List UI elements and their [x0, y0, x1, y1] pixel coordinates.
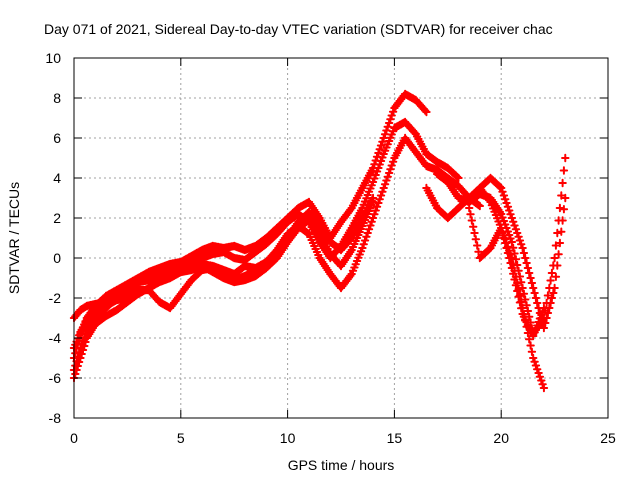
- series-track-9-markers: [475, 183, 549, 341]
- y-tick-label: 2: [53, 210, 61, 226]
- chart-title: Day 071 of 2021, Sidereal Day-to-day VTE…: [44, 21, 553, 37]
- x-tick-label: 15: [387, 430, 403, 446]
- y-tick-label: 0: [53, 250, 61, 266]
- x-tick-label: 10: [280, 430, 296, 446]
- x-tick-label: 25: [600, 430, 616, 446]
- y-tick-label: 4: [53, 170, 61, 186]
- y-tick-label: -6: [49, 370, 62, 386]
- y-tick-label: 8: [53, 90, 61, 106]
- x-tick-label: 0: [70, 430, 78, 446]
- y-tick-label: -2: [49, 290, 62, 306]
- y-tick-label: -8: [49, 410, 62, 426]
- tick-labels: 0 5 10 15 20 25 -8 -6 -4 -2 0 2 4 6 8 10: [45, 50, 616, 446]
- x-tick-label: 20: [493, 430, 509, 446]
- y-tick-label: -4: [49, 330, 62, 346]
- x-tick-label: 5: [177, 430, 185, 446]
- plot-frame: [73, 57, 609, 419]
- x-axis-label: GPS time / hours: [288, 457, 395, 473]
- y-tick-label: 10: [45, 50, 61, 66]
- y-axis-label: SDTVAR / TECUs: [6, 182, 22, 294]
- axis-ticks: [73, 57, 609, 419]
- y-tick-label: 6: [53, 130, 61, 146]
